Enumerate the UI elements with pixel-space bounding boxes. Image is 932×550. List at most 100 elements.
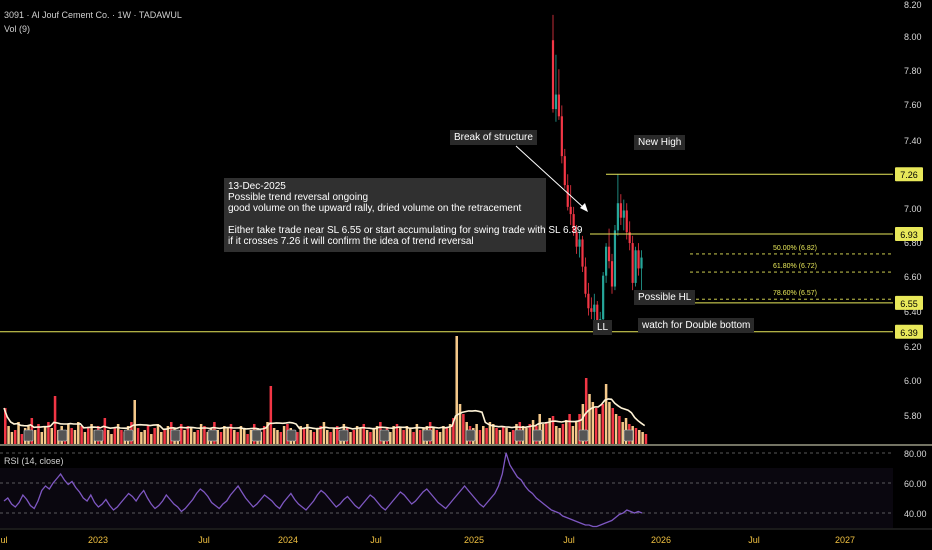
candle-body xyxy=(575,232,578,247)
candle-body xyxy=(619,203,622,218)
earnings-marker xyxy=(286,429,297,442)
candle-body xyxy=(578,239,581,247)
volume-bar xyxy=(402,430,405,444)
volume-bar xyxy=(525,428,528,444)
volume-bar xyxy=(399,428,402,444)
candle-body xyxy=(590,308,593,312)
x-axis-tick: 2026 xyxy=(651,535,671,545)
x-axis-tick: 2023 xyxy=(88,535,108,545)
volume-bar xyxy=(505,428,508,444)
volume-bar xyxy=(574,422,578,444)
volume-bar xyxy=(189,428,193,444)
price-axis-tick: 6.00 xyxy=(904,376,922,386)
bos-arrow-head xyxy=(580,203,588,212)
volume-bar xyxy=(216,430,219,444)
volume-bar xyxy=(302,428,306,444)
trade-note: 13-Dec-2025 Possible trend reversal ongo… xyxy=(224,178,583,252)
volume-bar xyxy=(70,428,73,444)
rsi-axis-tick: 40.00 xyxy=(904,509,927,519)
volume-bar xyxy=(332,428,336,444)
volume-bar xyxy=(140,432,143,444)
volume-bar xyxy=(193,432,196,444)
x-axis-tick: 2027 xyxy=(835,535,855,545)
price-axis-tick: 7.00 xyxy=(904,204,922,214)
volume-bar xyxy=(196,430,200,444)
volume-bar xyxy=(103,418,107,444)
volume-bar xyxy=(598,414,601,444)
volume-bar xyxy=(611,408,615,444)
volume-bar xyxy=(7,426,10,444)
volume-bar xyxy=(243,428,246,444)
volume-bar xyxy=(352,430,356,444)
earnings-marker xyxy=(422,429,433,442)
volume-bar xyxy=(491,424,495,444)
price-axis-tick: 7.40 xyxy=(904,136,922,146)
volume-bar xyxy=(511,430,515,444)
candle-body xyxy=(569,206,572,215)
volume-bar xyxy=(412,432,415,444)
note-line: Either take trade near SL 6.55 or start … xyxy=(228,225,583,236)
volume-bar xyxy=(644,434,648,444)
volume-bar xyxy=(113,428,117,444)
price-axis-tick: 7.80 xyxy=(904,66,922,76)
earnings-marker xyxy=(379,429,390,442)
volume-bar xyxy=(389,432,392,444)
volume-bar xyxy=(262,426,266,444)
volume-bar xyxy=(498,430,502,444)
volume-bar xyxy=(359,428,362,444)
price-axis-tick: 7.60 xyxy=(904,100,922,110)
volume-bar xyxy=(219,432,223,444)
candle-body xyxy=(572,214,575,233)
volume-bar xyxy=(133,400,136,444)
rsi-axis-tick: 80.00 xyxy=(904,449,927,459)
volume-bar xyxy=(319,426,322,444)
volume-bar xyxy=(146,426,150,444)
volume-bar xyxy=(372,428,375,444)
volume-bar xyxy=(415,424,419,444)
volume-bar xyxy=(166,426,170,444)
volume-bar xyxy=(555,426,558,444)
candle-body xyxy=(554,94,558,110)
candle-body xyxy=(605,246,608,276)
volume-bar xyxy=(239,426,243,444)
volume-bar xyxy=(329,432,332,444)
candle-body xyxy=(613,230,617,287)
volume-bar xyxy=(355,426,359,444)
volume-bar xyxy=(591,402,595,444)
volume-bar xyxy=(246,434,249,444)
volume-bar xyxy=(604,384,608,444)
candle-body xyxy=(584,266,587,294)
volume-bar xyxy=(272,428,276,444)
volume-bar xyxy=(538,414,541,444)
volume-bar xyxy=(621,422,624,444)
volume-bar xyxy=(13,430,17,444)
volume-bar xyxy=(541,424,545,444)
volume-bar xyxy=(365,430,369,444)
volume-bar xyxy=(638,430,641,444)
x-axis-tick: Jul xyxy=(370,535,382,545)
volume-bar xyxy=(545,422,548,444)
fib-label: 61.80% (6.72) xyxy=(773,263,817,270)
level-badge xyxy=(895,167,923,182)
volume-bar xyxy=(106,430,110,444)
rsi-band xyxy=(0,468,893,528)
x-axis-tick: ul xyxy=(0,535,7,545)
volume-bar xyxy=(548,418,551,444)
earnings-marker xyxy=(93,429,104,442)
volume-bar xyxy=(203,426,206,444)
candle-body xyxy=(566,185,569,207)
candle-body xyxy=(563,156,566,186)
volume-bar xyxy=(362,424,366,444)
volume-bar xyxy=(455,336,458,444)
volume-ma-line xyxy=(3,398,646,431)
volume-bar xyxy=(452,418,455,444)
double-bottom-label: watch for Double bottom xyxy=(638,318,755,333)
volume-bar xyxy=(322,422,326,444)
volume-bar xyxy=(445,428,449,444)
candle-body xyxy=(637,250,640,269)
candle-body xyxy=(610,261,614,287)
volume-bar xyxy=(485,428,488,444)
volume-bar xyxy=(80,426,83,444)
volume-bar xyxy=(435,430,439,444)
